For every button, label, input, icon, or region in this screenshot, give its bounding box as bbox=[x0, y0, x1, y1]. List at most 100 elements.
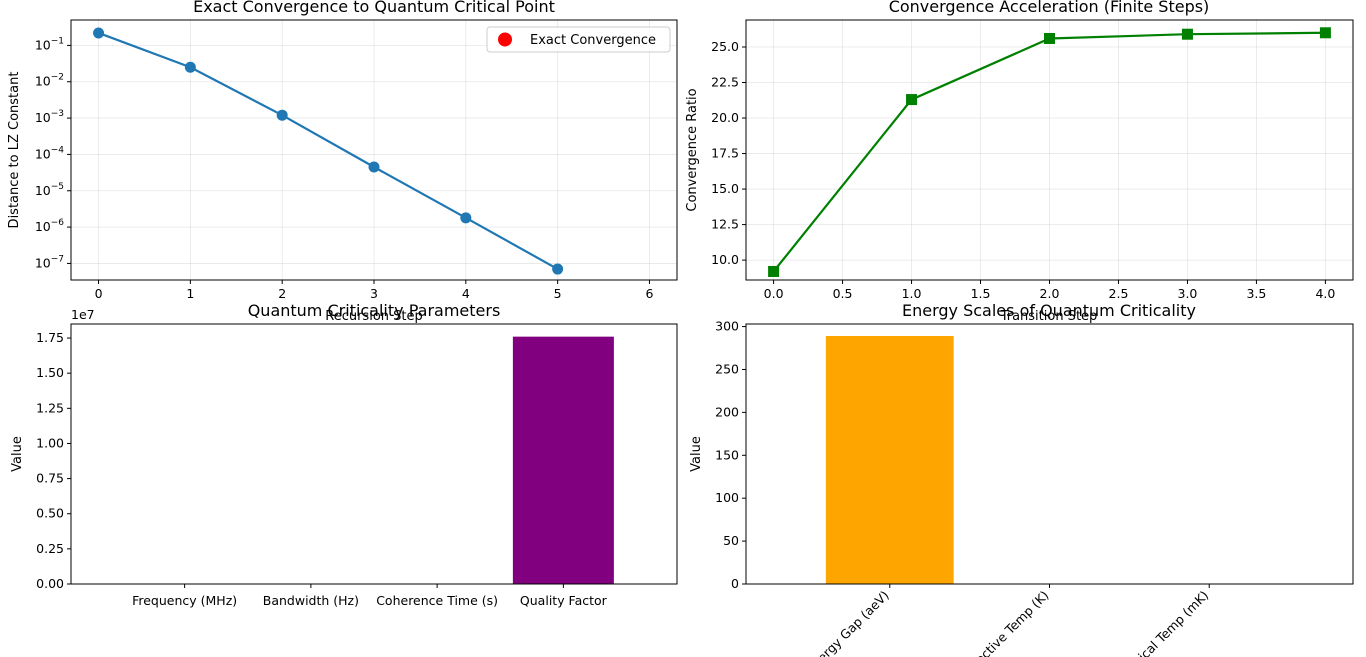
chart4-y-tick-label: 200 bbox=[715, 404, 739, 419]
chart3-x-tick-label: Coherence Time (s) bbox=[376, 593, 498, 608]
chart4-y-ticks: 0 50 100 150 200 250 300 bbox=[715, 319, 746, 591]
chart2-data-point bbox=[1181, 28, 1193, 40]
chart3-ylabel: Value bbox=[10, 436, 25, 472]
chart2-y-tick-label: 15.0 bbox=[711, 181, 739, 196]
chart1-x-tick-label: 0 bbox=[95, 286, 103, 301]
chart2-x-tick-label: 3.5 bbox=[1246, 286, 1266, 301]
chart1-data-point bbox=[460, 212, 472, 224]
chart1-xlabel: Recursion Step bbox=[325, 309, 423, 324]
chart2-x-tick-label: 0.5 bbox=[833, 286, 853, 301]
chart2-x-tick-label: 2.0 bbox=[1040, 286, 1060, 301]
chart2-x-tick-label: 4.0 bbox=[1315, 286, 1335, 301]
chart4-y-tick-label: 50 bbox=[723, 533, 739, 548]
chart1-x-tick-label: 4 bbox=[462, 286, 470, 301]
chart4-y-tick-label: 100 bbox=[715, 490, 739, 505]
chart3-x-ticks: Frequency (MHz) Bandwidth (Hz) Coherence T… bbox=[132, 584, 608, 608]
chart3-x-tick-label: Frequency (MHz) bbox=[132, 593, 237, 608]
chart1-data-point bbox=[276, 109, 288, 121]
chart3-bar bbox=[512, 336, 614, 584]
legend-frame bbox=[486, 26, 671, 53]
chart1-x-ticks: 0 1 2 3 4 5 6 bbox=[95, 280, 653, 301]
chart2-data-point bbox=[906, 94, 918, 106]
chart1-series-line bbox=[98, 31, 559, 271]
chart4-axes-frame bbox=[745, 323, 1354, 585]
chart3-bars bbox=[512, 336, 614, 584]
chart1-data-point bbox=[184, 61, 196, 73]
chart3-axes-frame bbox=[70, 323, 678, 585]
chart3-y-tick-label: 1.25 bbox=[36, 400, 64, 415]
chart3-x-tick-label: Quality Factor bbox=[520, 593, 608, 608]
chart-convergence-acceleration: Convergence Acceleration (Finite Steps) … bbox=[685, 0, 1354, 324]
chart2-y-tick-label: 20.0 bbox=[711, 110, 739, 125]
chart1-data-point bbox=[93, 27, 105, 39]
chart4-y-tick-label: 250 bbox=[715, 361, 739, 376]
chart2-xlabel: Transition Step bbox=[1000, 309, 1098, 324]
chart3-y-tick-label: 1.50 bbox=[36, 365, 64, 380]
chart2-y-tick-label: 22.5 bbox=[711, 75, 739, 90]
chart2-axes-frame bbox=[745, 19, 1354, 281]
chart2-data-point bbox=[1044, 32, 1055, 44]
chart1-y-tick-label: 10−4 bbox=[35, 145, 64, 161]
chart2-y-ticks: 10.0 12.5 15.0 17.5 20.0 22.5 25.0 bbox=[711, 39, 746, 267]
chart4-bars bbox=[825, 336, 954, 584]
chart1-y-tick-label: 10−7 bbox=[35, 254, 64, 270]
chart3-y-tick-label: 1.00 bbox=[36, 435, 64, 450]
chart1-x-tick-label: 6 bbox=[645, 286, 653, 301]
chart1-legend: Exact Convergence bbox=[486, 26, 671, 53]
chart4-x-ticks: Energy Gap (aeV) Effective Temp (K) Critic… bbox=[803, 584, 1211, 657]
chart2-data-point bbox=[1319, 27, 1331, 39]
chart2-y-tick-label: 25.0 bbox=[711, 39, 739, 54]
chart1-y-tick-label: 10−3 bbox=[35, 109, 64, 125]
chart3-x-tick-label: Bandwidth (Hz) bbox=[263, 593, 359, 608]
chart4-x-tick-label: Effective Temp (K) bbox=[961, 588, 1052, 657]
chart4-y-tick-label: 0 bbox=[731, 576, 739, 591]
chart4-title: Energy Scales of Quantum Criticality bbox=[902, 301, 1196, 320]
legend-label: Exact Convergence bbox=[530, 33, 656, 48]
chart2-x-ticks: 0.0 0.5 1.0 1.5 2.0 2.5 3.0 3.5 4.0 bbox=[764, 280, 1335, 301]
chart1-grid bbox=[71, 20, 677, 280]
chart4-bar bbox=[825, 336, 954, 584]
chart1-x-tick-label: 5 bbox=[554, 286, 562, 301]
chart3-y-tick-label: 0.50 bbox=[36, 506, 64, 521]
chart1-x-tick-label: 2 bbox=[278, 286, 286, 301]
chart1-y-tick-label: 10−6 bbox=[35, 218, 64, 234]
chart2-ylabel: Convergence Ratio bbox=[685, 88, 700, 211]
chart2-x-tick-label: 1.0 bbox=[902, 286, 922, 301]
chart-criticality-parameters: Quantum Criticality Parameters 1e7 0.00 0… bbox=[10, 301, 678, 608]
chart1-y-tick-label: 10−5 bbox=[35, 182, 64, 198]
chart1-y-tick-label: 10−1 bbox=[35, 36, 64, 52]
chart2-grid bbox=[746, 20, 1353, 280]
chart3-y-tick-label: 0.25 bbox=[36, 541, 64, 556]
chart2-y-tick-label: 10.0 bbox=[711, 252, 739, 267]
chart1-series bbox=[93, 27, 564, 275]
chart4-ylabel: Value bbox=[689, 436, 704, 472]
chart3-y-tick-label: 0.75 bbox=[36, 471, 64, 486]
chart3-offset-label: 1e7 bbox=[71, 307, 95, 322]
chart-convergence-log: Exact Convergence to Quantum Critical Po… bbox=[7, 0, 678, 324]
chart2-y-tick-label: 17.5 bbox=[711, 146, 739, 161]
chart1-ylabel: Distance to LZ Constant bbox=[7, 72, 22, 229]
chart2-x-tick-label: 1.5 bbox=[971, 286, 991, 301]
chart2-series bbox=[768, 27, 1331, 277]
chart2-x-tick-label: 2.5 bbox=[1109, 286, 1129, 301]
chart2-x-tick-label: 0.0 bbox=[764, 286, 784, 301]
chart2-x-tick-label: 3.0 bbox=[1178, 286, 1198, 301]
chart2-data-point bbox=[768, 265, 780, 277]
chart1-data-point bbox=[368, 161, 380, 173]
chart2-title: Convergence Acceleration (Finite Steps) bbox=[889, 0, 1210, 16]
chart-energy-scales: 0 50 100 150 200 250 300 Energy Gap (aeV) Effec… bbox=[689, 301, 1354, 657]
chart3-y-ticks: 0.00 0.25 0.50 0.75 1.00 1.25 1.50 1.75 bbox=[36, 330, 71, 591]
chart1-title: Exact Convergence to Quantum Critical Po… bbox=[193, 0, 555, 16]
chart1-axes-frame bbox=[70, 19, 678, 281]
chart4-y-tick-label: 150 bbox=[715, 447, 739, 462]
legend-marker-red-circle bbox=[498, 32, 512, 47]
chart1-data-point bbox=[552, 263, 564, 275]
chart4-x-tick-label: Energy Gap (aeV) bbox=[803, 588, 892, 657]
chart3-y-tick-label: 0.00 bbox=[36, 576, 64, 591]
chart1-x-tick-label: 1 bbox=[186, 286, 194, 301]
chart3-title: Quantum Criticality Parameters bbox=[248, 301, 501, 320]
chart1-y-tick-label: 10−2 bbox=[35, 73, 64, 89]
chart4-y-tick-label: 300 bbox=[715, 319, 739, 334]
chart1-y-ticks: 10−7 10−6 10−5 10−4 10−3 10−2 10−1 bbox=[35, 36, 71, 270]
